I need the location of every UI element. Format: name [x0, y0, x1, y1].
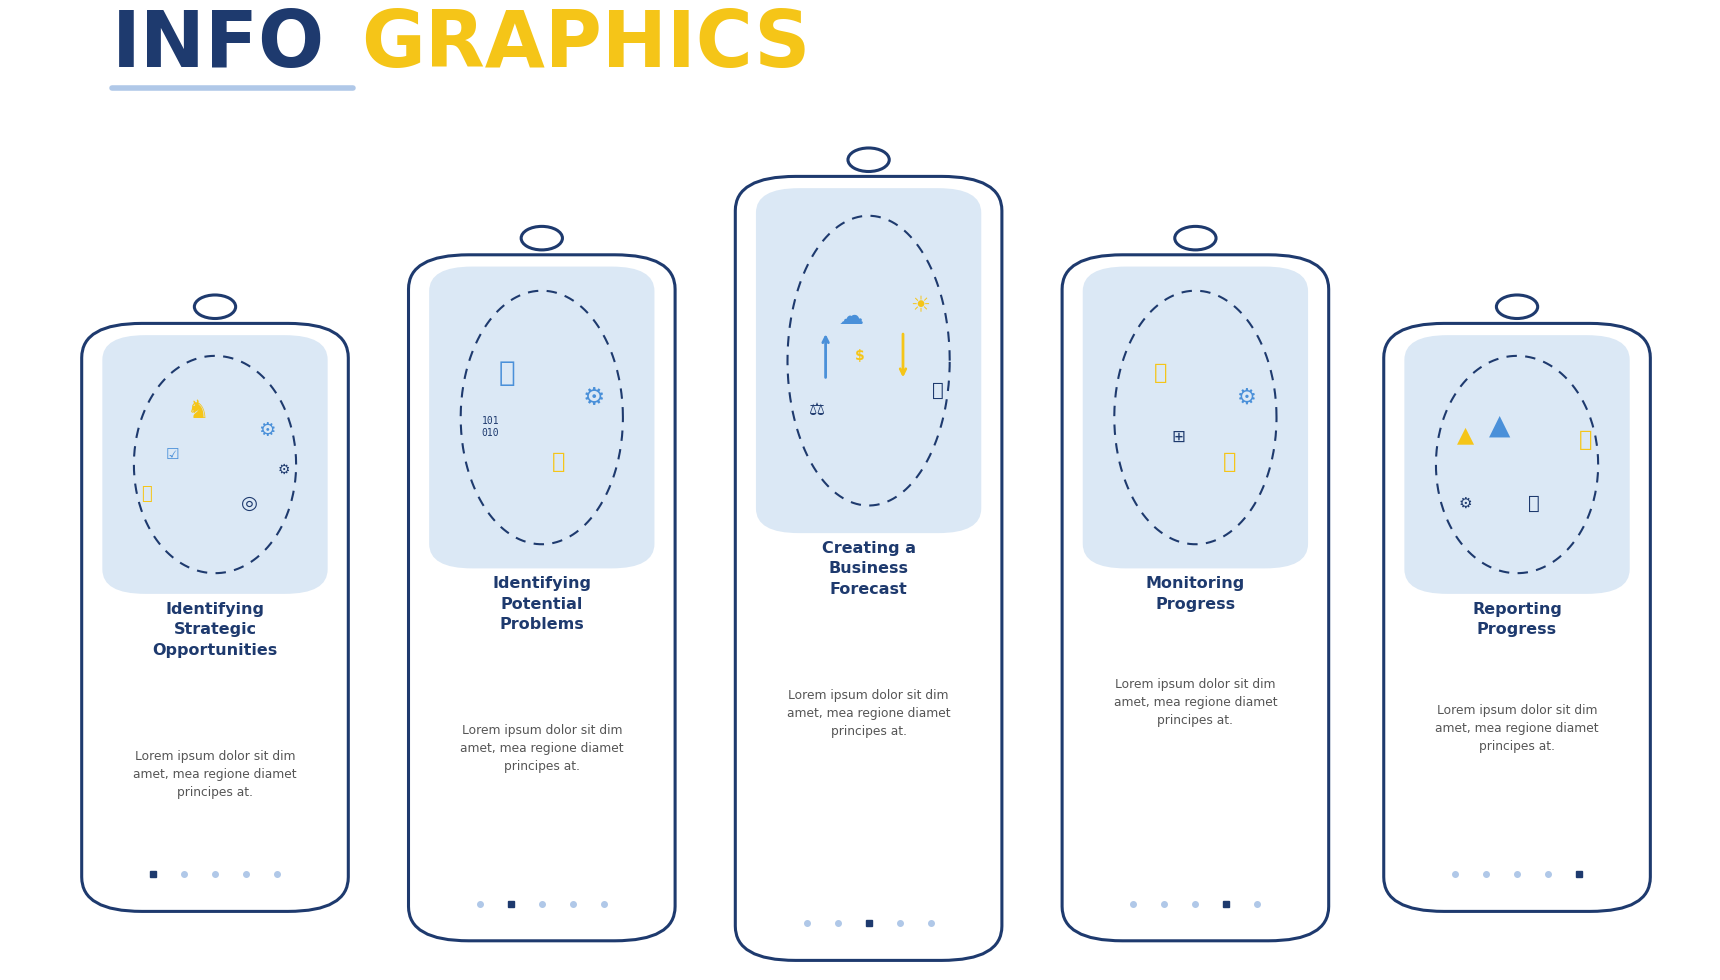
Text: ⚙: ⚙ — [1459, 496, 1472, 512]
Text: ⚖: ⚖ — [808, 401, 826, 418]
Circle shape — [848, 148, 889, 171]
Text: Creating a
Business
Forecast: Creating a Business Forecast — [822, 541, 915, 597]
FancyBboxPatch shape — [1061, 255, 1328, 941]
Text: ⚙: ⚙ — [1237, 388, 1257, 408]
Text: 📈: 📈 — [1154, 364, 1168, 383]
Text: ☀: ☀ — [910, 297, 931, 317]
Circle shape — [521, 226, 562, 250]
Text: ◎: ◎ — [241, 494, 258, 514]
FancyBboxPatch shape — [736, 176, 1001, 960]
Text: INFO: INFO — [112, 7, 325, 83]
Text: ♞: ♞ — [186, 399, 210, 422]
Text: ▲: ▲ — [1490, 412, 1510, 439]
Text: ▲: ▲ — [1457, 425, 1474, 445]
Text: ⛈: ⛈ — [499, 360, 516, 387]
Text: 🔑: 🔑 — [141, 485, 151, 503]
Circle shape — [194, 295, 236, 319]
Text: 🔍: 🔍 — [1223, 452, 1237, 471]
Circle shape — [1496, 295, 1538, 319]
Text: Lorem ipsum dolor sit dim
amet, mea regione diamet
principes at.: Lorem ipsum dolor sit dim amet, mea regi… — [459, 724, 624, 773]
Text: Reporting
Progress: Reporting Progress — [1472, 602, 1562, 637]
Text: $: $ — [855, 349, 865, 363]
Text: Lorem ipsum dolor sit dim
amet, mea regione diamet
principes at.: Lorem ipsum dolor sit dim amet, mea regi… — [1434, 704, 1600, 753]
Text: ⚙: ⚙ — [277, 463, 291, 476]
Text: ⚙: ⚙ — [258, 420, 275, 440]
Text: 🖥: 🖥 — [932, 380, 943, 400]
Text: GRAPHICS: GRAPHICS — [361, 7, 810, 83]
FancyBboxPatch shape — [1084, 267, 1307, 568]
Text: Lorem ipsum dolor sit dim
amet, mea regione diamet
principes at.: Lorem ipsum dolor sit dim amet, mea regi… — [132, 750, 298, 799]
Text: 📊: 📊 — [1579, 430, 1593, 450]
Text: Identifying
Strategic
Opportunities: Identifying Strategic Opportunities — [153, 602, 277, 658]
Text: 101
010: 101 010 — [482, 416, 499, 438]
Circle shape — [1175, 226, 1216, 250]
FancyBboxPatch shape — [83, 323, 347, 911]
FancyBboxPatch shape — [757, 188, 980, 533]
FancyBboxPatch shape — [409, 255, 674, 941]
FancyBboxPatch shape — [101, 335, 327, 594]
Text: Lorem ipsum dolor sit dim
amet, mea regione diamet
principes at.: Lorem ipsum dolor sit dim amet, mea regi… — [1113, 678, 1278, 727]
Text: Monitoring
Progress: Monitoring Progress — [1146, 576, 1245, 612]
FancyBboxPatch shape — [1383, 323, 1651, 911]
Text: 🔍: 🔍 — [552, 452, 566, 471]
FancyBboxPatch shape — [430, 267, 654, 568]
Text: ☁: ☁ — [839, 305, 863, 328]
Text: ⚙: ⚙ — [581, 386, 605, 410]
Text: Lorem ipsum dolor sit dim
amet, mea regione diamet
principes at.: Lorem ipsum dolor sit dim amet, mea regi… — [786, 689, 951, 738]
FancyBboxPatch shape — [1404, 335, 1631, 594]
Text: ⊞: ⊞ — [1171, 428, 1185, 446]
Text: ☑: ☑ — [165, 447, 179, 463]
Text: 📱: 📱 — [1529, 494, 1539, 514]
Text: Identifying
Potential
Problems: Identifying Potential Problems — [492, 576, 592, 632]
